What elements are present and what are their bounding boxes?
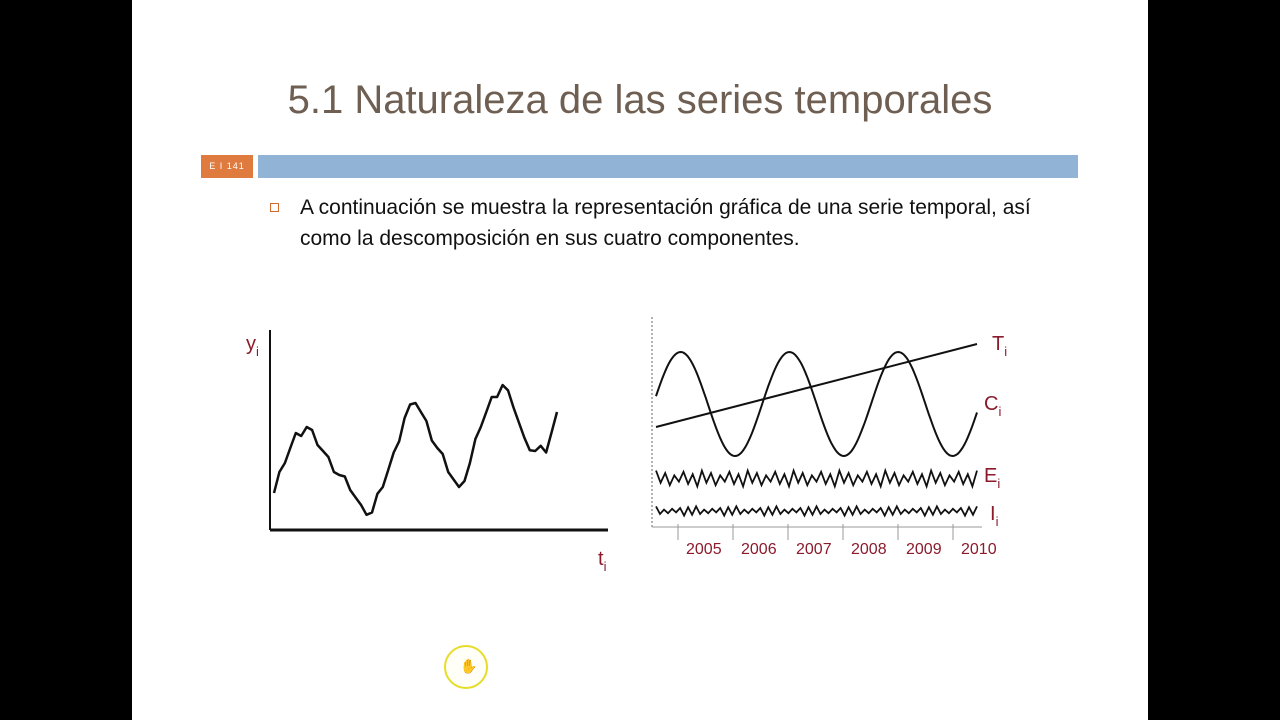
year-label: 2005: [686, 541, 722, 558]
y-axis-label-subscript: i: [256, 344, 259, 359]
slide-title: 5.1 Naturaleza de las series temporales: [287, 78, 993, 122]
hand-cursor-icon: ✋: [460, 658, 478, 674]
trend-line: [655, 343, 978, 428]
x-ticks: [677, 524, 954, 540]
legend-label-cycle-text: C: [984, 393, 998, 415]
legend-label-irregular: Ii: [990, 503, 999, 529]
seasonal-line: [655, 467, 978, 490]
time-series-line: [272, 383, 559, 517]
legend-label-seasonal-text: E: [984, 465, 997, 487]
bullet-text: A continuación se muestra la representac…: [300, 196, 1031, 250]
year-labels: 2005 2006 2007 2008 2009 2010: [686, 541, 997, 558]
legend-label-seasonal-subscript: i: [997, 476, 1000, 491]
year-label: 2006: [741, 541, 777, 558]
legend-label-trend: Ti: [992, 333, 1007, 359]
legend-label-cycle: Ci: [984, 393, 1001, 419]
y-axis-label-text: y: [246, 333, 256, 355]
irregular-line: [655, 504, 978, 518]
slide: 5.1 Naturaleza de las series temporales …: [132, 0, 1148, 720]
legend-label-irregular-text: I: [990, 503, 996, 525]
year-label: 2010: [961, 541, 997, 558]
year-label: 2008: [851, 541, 887, 558]
hollow-square-bullet-icon: [270, 203, 279, 212]
legend-label-irregular-subscript: i: [996, 514, 999, 529]
legend-label-trend-subscript: i: [1004, 344, 1007, 359]
year-label: 2009: [906, 541, 942, 558]
cycle-line: [655, 350, 978, 458]
cursor-highlight: ✋: [444, 645, 488, 689]
header-bar: [258, 155, 1078, 178]
legend-label-seasonal: Ei: [984, 465, 1000, 491]
x-axis-label-text: t: [598, 548, 604, 570]
legend-label-trend-text: T: [992, 333, 1004, 355]
y-axis-label: yi: [246, 333, 259, 359]
year-label: 2007: [796, 541, 832, 558]
x-axis-label: ti: [598, 548, 607, 574]
time-series-chart: yi ti: [246, 330, 608, 574]
x-axis-label-subscript: i: [604, 559, 607, 574]
slide-number-badge: E I 141: [201, 155, 253, 178]
decomposition-chart: Ti Ci Ei Ii 2005 2006 2007 2008 2009 2010: [651, 317, 1007, 558]
legend-label-cycle-subscript: i: [998, 404, 1001, 419]
